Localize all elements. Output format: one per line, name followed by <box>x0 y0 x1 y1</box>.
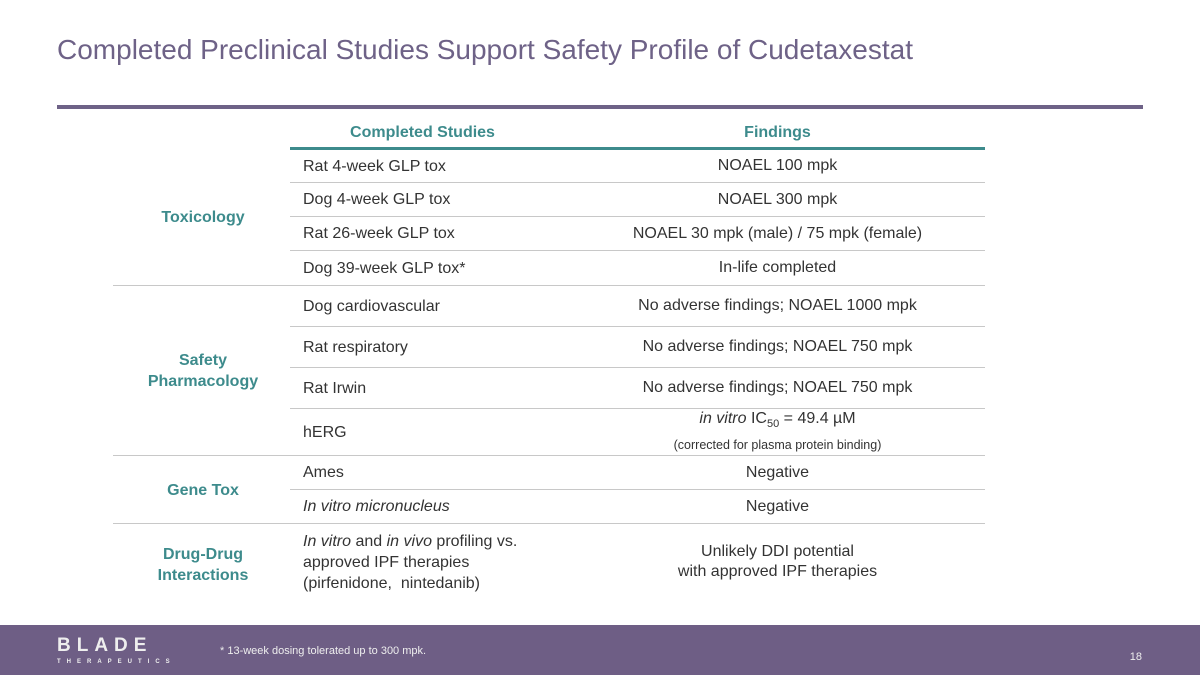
study-cell: Rat 4-week GLP tox <box>303 157 446 175</box>
category-line: Drug-Drug <box>163 546 243 563</box>
header-line <box>290 147 985 150</box>
slide-title: Completed Preclinical Studies Support Sa… <box>57 34 914 65</box>
finding-cell: NOAEL 30 mpk (male) / 75 mpk (female) <box>632 224 923 242</box>
study-text: approved IPF therapies <box>303 553 470 571</box>
category-gene-tox: Gene Tox <box>167 482 239 499</box>
table-row: Rat 26-week GLP tox NOAEL 30 mpk (male) /… <box>290 217 985 251</box>
study-text: (pirfenidone, nintedanib) <box>303 574 481 592</box>
table-row: Dog 4-week GLP tox NOAEL 300 mpk <box>290 183 985 217</box>
table-row: Rat respiratory No adverse findings; NOAE… <box>290 327 985 368</box>
table-row: Ames Negative <box>290 456 985 490</box>
study-cell: Dog 39-week GLP tox* <box>303 259 466 277</box>
finding-cell: in vitro IC50 = 49.4 µM (corrected for pl… <box>580 409 975 454</box>
study-cell: Ames <box>303 464 344 481</box>
study-text: and <box>351 532 387 550</box>
footer-bar: BLADE THERAPEUTICS * 13-week dosing toler… <box>0 625 1200 675</box>
title-rule <box>57 105 1143 109</box>
study-cell: In vitro micronucleus <box>303 498 450 515</box>
category-toxicology: Toxicology <box>161 209 245 226</box>
category-safety-pharmacology: Safety Pharmacology <box>113 350 293 392</box>
finding-cell: No adverse findings; NOAEL 1000 mpk <box>638 297 917 314</box>
study-text: profiling vs. <box>431 532 518 550</box>
study-text: in vivo <box>386 532 432 550</box>
finding-cell: No adverse findings; NOAEL 750 mpk <box>642 338 913 355</box>
category-line: Pharmacology <box>147 373 259 390</box>
finding-subscript: 50 <box>766 418 780 431</box>
finding-cell: NOAEL 100 mpk <box>717 157 838 174</box>
finding-cell: No adverse findings; NOAEL 750 mpk <box>642 379 913 396</box>
table-row: Dog 39-week GLP tox* In-life completed <box>113 251 985 286</box>
logo-text: BLADE <box>57 635 153 656</box>
logo-subtext: THERAPEUTICS <box>57 659 176 665</box>
finding-note: (corrected for plasma protein binding) <box>673 437 882 452</box>
finding-cell: Negative <box>745 463 810 481</box>
category-line: Interactions <box>157 567 249 584</box>
finding-cell: Negative <box>745 497 810 515</box>
table-row: Dog cardiovascular No adverse findings; N… <box>290 286 985 327</box>
finding-text: in vitro <box>699 410 747 428</box>
table-row: In vitro and in vivo profiling vs. approv… <box>290 524 985 600</box>
table-row: In vitro micronucleus Negative <box>113 490 985 524</box>
header-findings: Findings <box>744 124 811 141</box>
table-row: Rat 4-week GLP tox NOAEL 100 mpk <box>290 150 985 183</box>
table-row: Rat Irwin No adverse findings; NOAEL 750 … <box>290 368 985 409</box>
study-cell: In vitro and in vivo profiling vs. approv… <box>290 531 590 594</box>
study-cell: Dog 4-week GLP tox <box>303 191 451 208</box>
finding-text: = 49.4 µM <box>779 410 856 428</box>
header-completed-studies: Completed Studies <box>350 124 495 141</box>
footnote: * 13-week dosing tolerated up to 300 mpk… <box>220 645 427 657</box>
finding-cell: NOAEL 300 mpk <box>717 190 838 208</box>
study-cell: hERG <box>303 423 347 441</box>
finding-cell: In-life completed <box>718 259 837 276</box>
finding-text: Unlikely DDI potential <box>701 543 854 560</box>
study-cell: Dog cardiovascular <box>303 297 440 315</box>
category-line: Safety <box>178 352 228 369</box>
study-cell: Rat 26-week GLP tox <box>303 225 455 242</box>
category-ddi: Drug-Drug Interactions <box>113 544 293 586</box>
study-text: In vitro <box>303 532 352 550</box>
finding-cell: Unlikely DDI potential with approved IPF … <box>580 542 975 582</box>
study-cell: Rat Irwin <box>303 379 367 397</box>
blade-logo: BLADE THERAPEUTICS <box>57 635 176 665</box>
finding-text: IC <box>746 410 767 428</box>
page-number: 18 <box>1129 651 1142 663</box>
study-cell: Rat respiratory <box>303 338 408 356</box>
finding-text: with approved IPF therapies <box>677 563 878 580</box>
table-row: hERG in vitro IC50 = 49.4 µM (corrected fo… <box>113 409 985 456</box>
